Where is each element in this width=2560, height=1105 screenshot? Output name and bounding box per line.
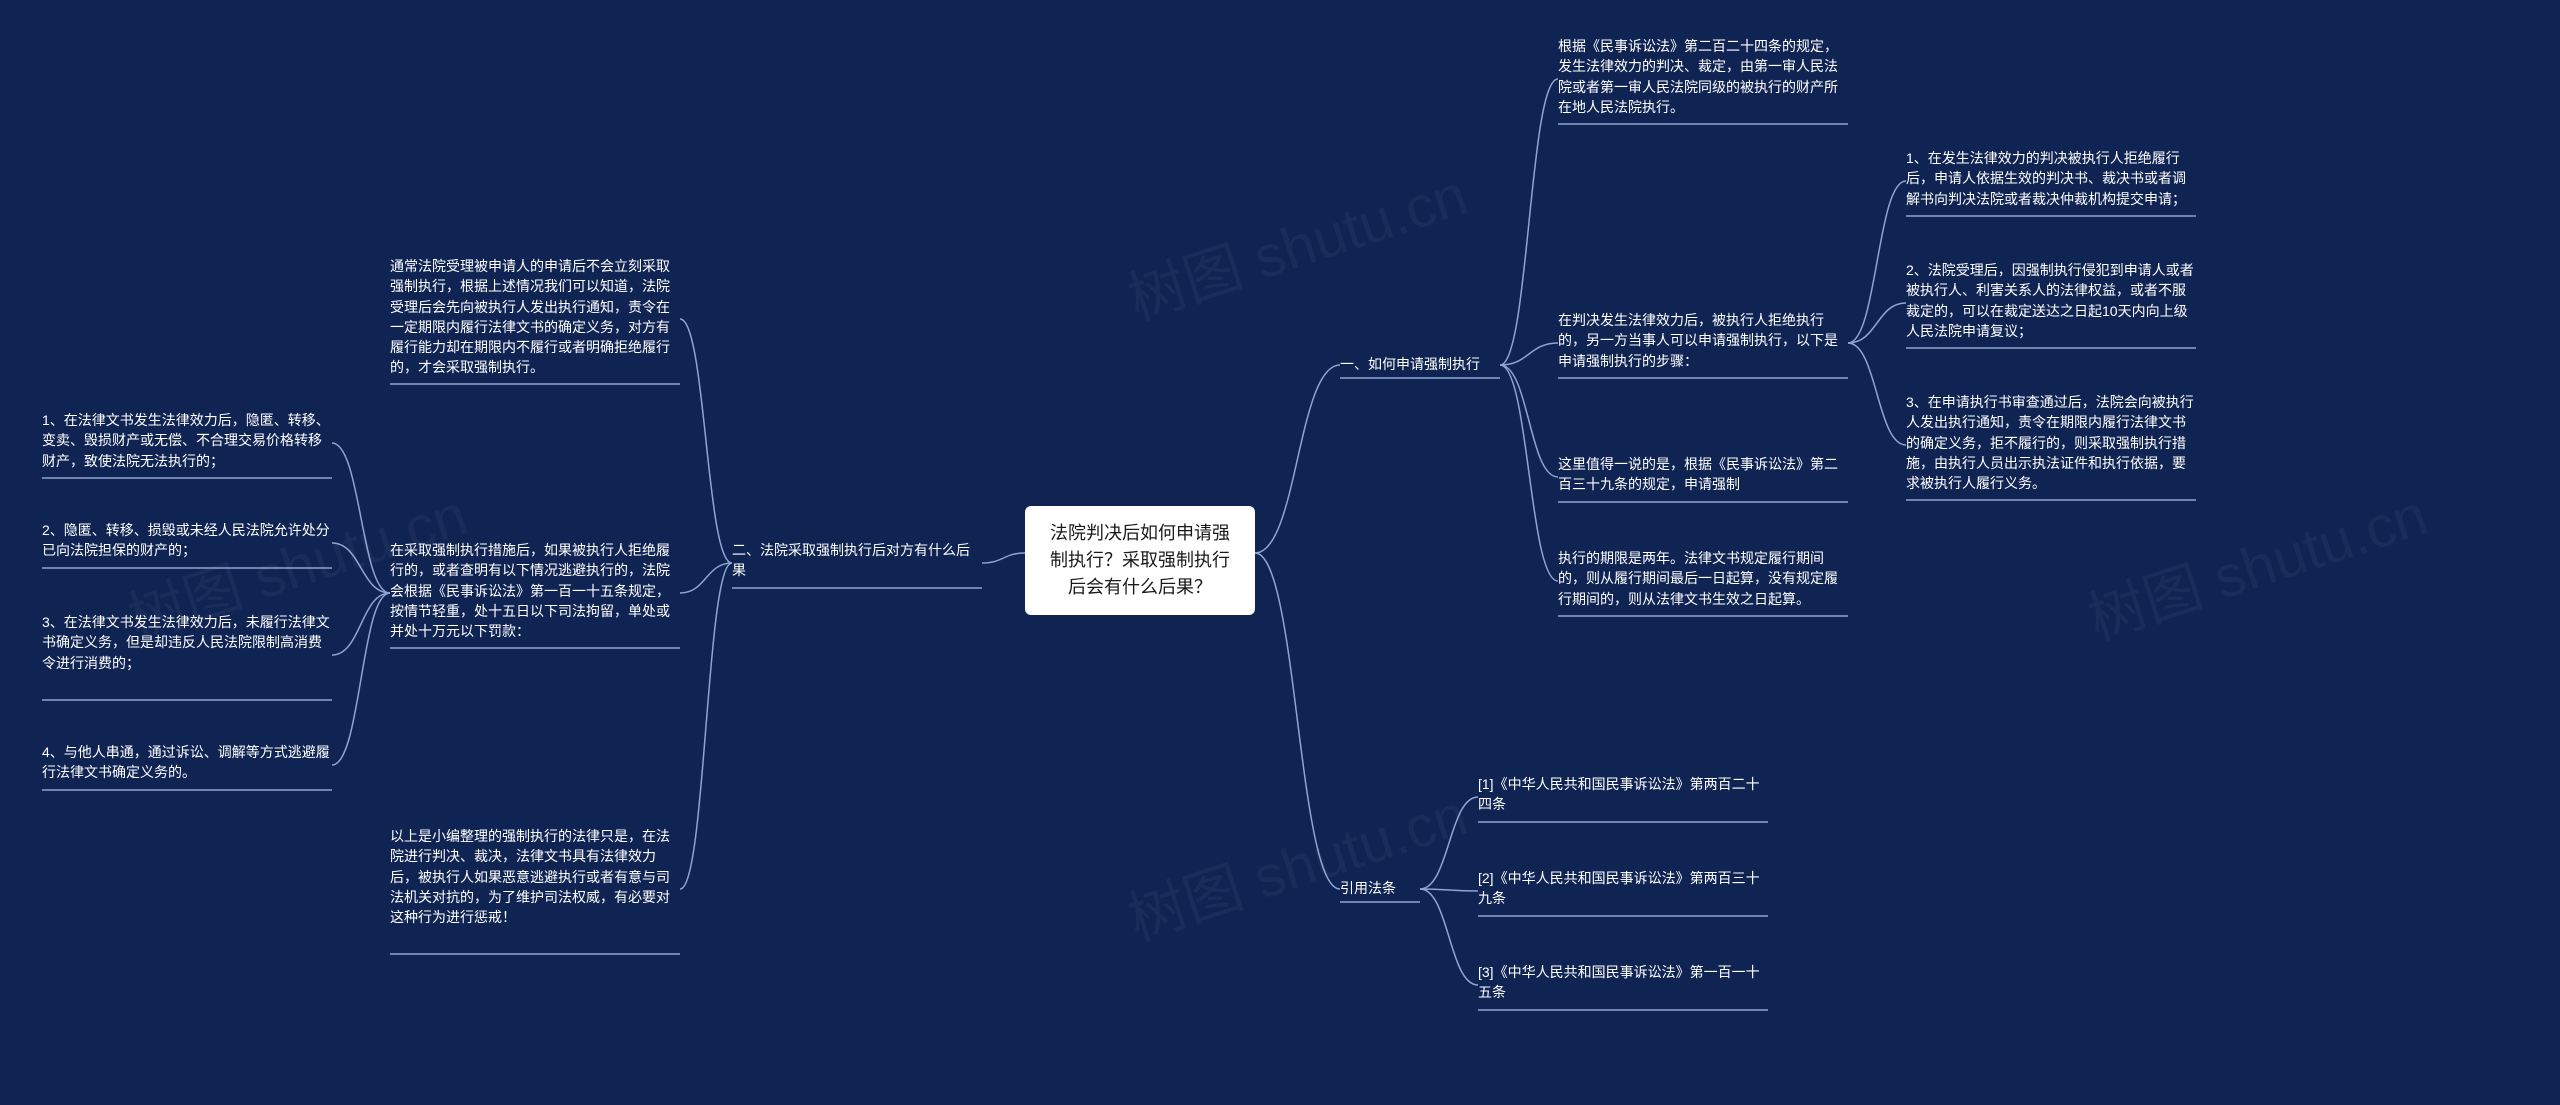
mindmap-root: 法院判决后如何申请强制执行？采取强制执行后会有什么后果？	[1025, 506, 1255, 615]
leaf-node: [3]《中华人民共和国民事诉讼法》第一百一十五条	[1478, 962, 1768, 1003]
leaf-node: 2、法院受理后，因强制执行侵犯到申请人或者被执行人、利害关系人的法律权益，或者不…	[1906, 260, 2196, 341]
leaf-node: 这里值得一说的是，根据《民事诉讼法》第二百三十九条的规定，申请强制	[1558, 454, 1848, 495]
leaf-node: 1、在发生法律效力的判决被执行人拒绝履行后，申请人依据生效的判决书、裁决书或者调…	[1906, 148, 2196, 209]
leaf-node: [2]《中华人民共和国民事诉讼法》第两百三十九条	[1478, 868, 1768, 909]
branch-how-to-apply: 一、如何申请强制执行	[1340, 354, 1500, 374]
leaf-node: 2、隐匿、转移、损毁或未经人民法院允许处分已向法院担保的财产的；	[42, 520, 332, 561]
leaf-node: [1]《中华人民共和国民事诉讼法》第两百二十四条	[1478, 774, 1768, 815]
branch-references: 引用法条	[1340, 878, 1420, 898]
leaf-node: 4、与他人串通，通过诉讼、调解等方式逃避履行法律文书确定义务的。	[42, 742, 332, 783]
leaf-node: 3、在申请执行书审查通过后，法院会向被执行人发出执行通知，责令在期限内履行法律文…	[1906, 392, 2196, 493]
leaf-node: 3、在法律文书发生法律效力后，未履行法律文书确定义务，但是却违反人民法院限制高消…	[42, 612, 332, 673]
leaf-node: 执行的期限是两年。法律文书规定履行期间的，则从履行期间最后一日起算，没有规定履行…	[1558, 548, 1848, 609]
leaf-node: 在判决发生法律效力后，被执行人拒绝执行的，另一方当事人可以申请强制执行，以下是申…	[1558, 310, 1848, 371]
branch-consequences: 二、法院采取强制执行后对方有什么后果	[732, 540, 982, 581]
leaf-node: 以上是小编整理的强制执行的法律只是，在法院进行判决、裁决，法律文书具有法律效力后…	[390, 826, 680, 927]
leaf-node: 在采取强制执行措施后，如果被执行人拒绝履行的，或者查明有以下情况逃避执行的，法院…	[390, 540, 680, 641]
leaf-node: 根据《民事诉讼法》第二百二十四条的规定，发生法律效力的判决、裁定，由第一审人民法…	[1558, 36, 1848, 117]
leaf-node: 1、在法律文书发生法律效力后，隐匿、转移、变卖、毁损财产或无偿、不合理交易价格转…	[42, 410, 332, 471]
leaf-node: 通常法院受理被申请人的申请后不会立刻采取强制执行，根据上述情况我们可以知道，法院…	[390, 256, 680, 378]
